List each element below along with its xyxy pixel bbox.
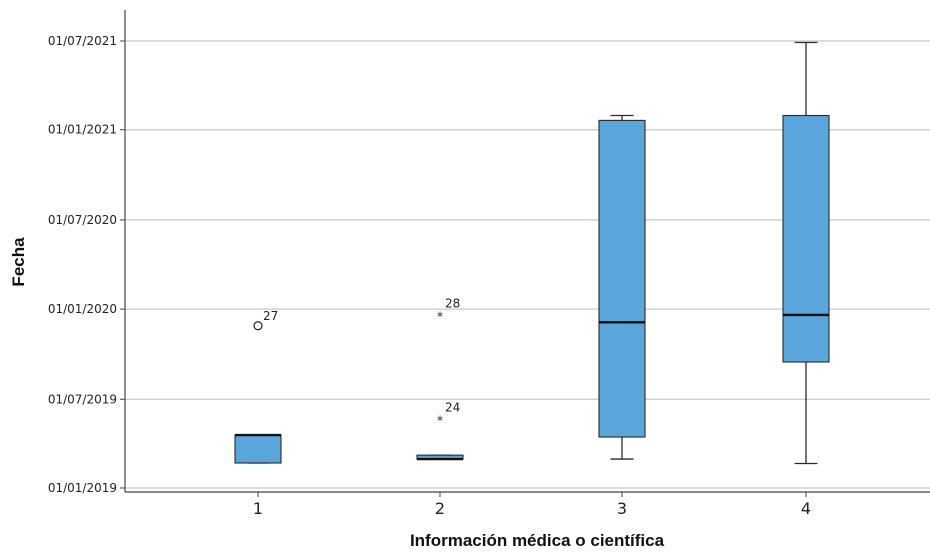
box-1: 27	[234, 309, 282, 464]
grid-lines	[125, 40, 930, 489]
outlier-27	[253, 321, 263, 331]
x-tick-labels: 1 2 3 4	[253, 499, 811, 518]
axes	[120, 10, 930, 497]
y-tick-label-5: 01/07/2021	[48, 34, 117, 48]
x-tick-label-3: 3	[617, 499, 627, 518]
boxes: 27 *28*24	[234, 41, 830, 465]
y-tick-label-1: 01/07/2019	[48, 392, 117, 406]
y-tick-label-3: 01/07/2020	[48, 213, 117, 227]
x-tick-label-4: 4	[801, 499, 811, 518]
box-body-4	[782, 114, 830, 363]
box-4	[782, 41, 830, 465]
box-body-1	[234, 434, 282, 464]
x-axis-title: Información médica o científica	[410, 531, 665, 550]
y-tick-labels: 01/01/2019 01/07/2019 01/01/2020 01/07/2020…	[48, 34, 117, 495]
y-tick-label-4: 01/01/2021	[48, 123, 117, 137]
outlier-24: *	[437, 413, 443, 427]
outlier-label-28: 28	[445, 297, 460, 311]
y-tick-label-0: 01/01/2019	[48, 481, 117, 495]
outlier-label-24: 24	[445, 400, 460, 414]
box-2: *28*24	[416, 297, 464, 461]
box-3	[598, 114, 646, 460]
x-tick-label-2: 2	[435, 499, 445, 518]
outlier-label-27: 27	[263, 309, 278, 323]
y-tick-label-2: 01/01/2020	[48, 302, 117, 316]
y-axis-title: Fecha	[9, 237, 28, 287]
x-tick-label-1: 1	[253, 499, 263, 518]
outlier-28: *	[437, 310, 443, 324]
box-body-3	[598, 119, 646, 438]
